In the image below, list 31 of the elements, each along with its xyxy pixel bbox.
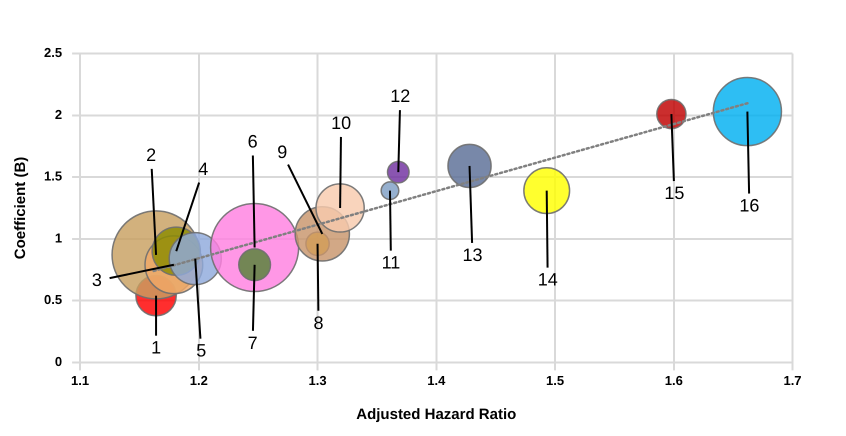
annotation: 11 — [382, 252, 400, 273]
annotation: 2 — [146, 144, 156, 165]
y-tick-label: 2.5 — [44, 45, 62, 60]
annotation: 15 — [664, 183, 684, 204]
annotation: 16 — [739, 196, 760, 216]
annotation: 10 — [331, 112, 352, 133]
annotation: 6 — [248, 131, 258, 152]
annotation: 4 — [198, 159, 208, 180]
x-tick-label: 1.7 — [783, 372, 802, 388]
y-tick-label: 0 — [54, 354, 62, 369]
annotation: 14 — [538, 270, 558, 290]
x-tick-label: 1.3 — [308, 372, 327, 388]
y-tick-label: 1.5 — [44, 168, 62, 184]
x-tick-label: 1.2 — [190, 372, 208, 388]
annotation: 5 — [196, 340, 206, 361]
x-tick-label: 1.1 — [71, 372, 90, 388]
y-tick-label: 0.5 — [44, 292, 62, 308]
annotation: 9 — [277, 142, 288, 162]
annotation: 13 — [462, 244, 483, 265]
annotation: 8 — [314, 312, 324, 333]
annotation: 1 — [151, 338, 162, 358]
y-tick-label: 1 — [54, 230, 62, 246]
y-axis-title: Coefficient (B) — [12, 156, 30, 260]
x-tick-label: 1.4 — [427, 372, 446, 388]
annotation: 7 — [248, 332, 258, 353]
annotation: 3 — [92, 270, 102, 290]
y-tick-label: 2 — [54, 106, 62, 122]
x-tick-label: 1.5 — [546, 372, 564, 388]
x-axis-title: Adjusted Hazard Ratio — [356, 406, 516, 424]
x-tick-label: 1.6 — [664, 372, 683, 388]
annotation: 12 — [390, 86, 410, 106]
